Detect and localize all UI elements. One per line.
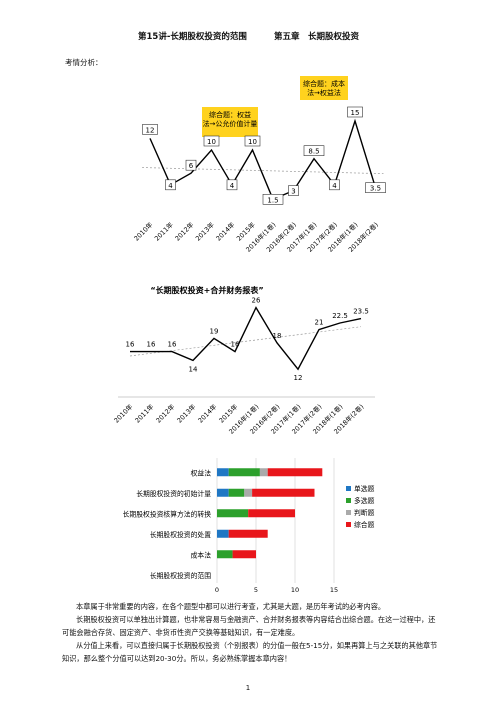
section-label: 考情分析： — [65, 58, 103, 67]
series-line — [130, 306, 362, 371]
legend-label: 单选题 — [354, 484, 375, 493]
data-label-box — [262, 194, 284, 205]
x-tick-label: 2010年 — [132, 220, 155, 243]
page-number: 1 — [245, 684, 251, 692]
data-label: 6 — [189, 162, 194, 170]
x-tick-label: 2014年 — [214, 220, 237, 243]
data-label: 1.5 — [267, 196, 278, 204]
data-label: 16 — [231, 341, 240, 349]
category-label: 长期股权投资的处置 — [150, 530, 211, 539]
callout-box — [202, 107, 258, 137]
category-label: 长期股权投资核算方法的转换 — [123, 509, 212, 518]
data-label: 26 — [252, 297, 261, 305]
data-label: 12 — [146, 126, 155, 134]
data-label: 19 — [210, 327, 219, 335]
data-label: 16 — [168, 341, 177, 349]
data-label: 4 — [230, 182, 235, 190]
score-trend-chart: 综合题：权益法→公允价值计量 综合题：成本法→权益法 12 2010年 4 2011年 6… — [132, 76, 386, 254]
bar-segment — [217, 550, 233, 559]
legend-swatch — [346, 522, 351, 527]
data-label: 16 — [147, 341, 156, 349]
bar-segment — [244, 488, 253, 497]
combined-score-trend-chart: “长期股权投资+合并财务报表” 16 2010年 16 2011年 16 2012年 14 20… — [112, 285, 375, 435]
data-label: 10 — [207, 138, 216, 146]
data-label: 4 — [168, 182, 173, 190]
data-label-box — [142, 124, 158, 135]
data-label-box — [244, 135, 261, 147]
data-label: 10 — [248, 138, 257, 146]
x-tick-label: 2012年 — [173, 220, 196, 243]
data-label-box — [226, 179, 238, 191]
paragraph-1: 本章属于非常重要的内容，在各个题型中都可以进行考查，尤其是大题，是历年考试的必考… — [76, 602, 386, 611]
trendline — [141, 167, 384, 175]
bar-segment — [228, 468, 260, 477]
series-line — [149, 118, 377, 201]
data-label-box — [165, 179, 176, 191]
data-label-box — [185, 159, 197, 171]
callout-box — [300, 76, 348, 100]
paragraph-3: 从分值上来看，可以直接归属于长期股权投资（个别报表）的分值一般在5-15分，如果… — [62, 641, 438, 663]
data-label: 14 — [189, 365, 198, 373]
category-label: 长期股权投资的范围 — [150, 571, 211, 580]
data-label: 23.5 — [353, 308, 369, 316]
data-label: 3.5 — [370, 185, 381, 193]
data-label-box — [347, 106, 363, 118]
legend-swatch — [346, 510, 351, 515]
bar-segment — [217, 529, 229, 538]
x-tick-label: 2011年 — [133, 402, 156, 425]
x-tick-label: 2010年 — [112, 402, 135, 425]
data-label: 21 — [315, 319, 324, 327]
x-tick-label: 2013年 — [193, 220, 216, 243]
bar-segment — [228, 488, 245, 497]
x-tick-label: 5 — [254, 586, 258, 594]
bar-segment — [259, 468, 268, 477]
data-label-box — [288, 185, 299, 196]
bar-segment — [267, 468, 323, 477]
data-label: 8.5 — [308, 148, 319, 156]
legend-label: 综合题 — [354, 520, 375, 529]
data-label-box — [329, 179, 340, 191]
legend-label: 判断题 — [354, 508, 375, 517]
data-label-box — [365, 182, 386, 193]
bar-segment — [217, 488, 229, 497]
chapter-title: 第五章 长期股权投资 — [274, 32, 360, 42]
bar-segment — [217, 509, 249, 518]
x-tick-label: 10 — [291, 586, 299, 594]
callout-text: 综合题：权益法→公允价值计量 — [203, 110, 258, 128]
x-tick-label: 2014年 — [196, 402, 219, 425]
x-tick-label: 2013年 — [175, 402, 198, 425]
legend-label: 多选题 — [354, 496, 375, 505]
bar-segment — [228, 529, 268, 538]
x-tick-label: 2012年 — [154, 402, 177, 425]
x-tick-label: 15 — [330, 586, 338, 594]
lecture-title: 第15讲-长期股权投资的范围 — [138, 32, 247, 42]
topic-breakdown-bar-chart: 0 5 10 15 权益法长期股权投资的初始计量长期股权投资核算方法的转换长期股权投资的… — [123, 458, 375, 594]
data-label-box — [303, 145, 325, 156]
category-label: 权益法 — [191, 468, 212, 477]
bar-segment — [232, 550, 256, 559]
legend-swatch — [346, 498, 351, 503]
data-label: 3 — [291, 188, 295, 196]
data-label-box — [203, 135, 220, 147]
x-tick-label: 0 — [215, 586, 219, 594]
bar-segment — [252, 488, 315, 497]
x-tick-label: 2011年 — [152, 220, 175, 243]
legend-swatch — [346, 486, 351, 491]
data-label: 18 — [273, 332, 282, 340]
trendline — [129, 326, 362, 357]
paragraph-2: 长期股权投资可以单独出计算题，也非常容易与金融资产、合并财务报表等内容结合出综合… — [62, 615, 436, 637]
page-header: 第15讲-长期股权投资的范围 第五章 长期股权投资 — [0, 30, 496, 44]
category-label: 成本法 — [191, 550, 212, 559]
data-label: 22.5 — [332, 312, 348, 320]
data-label: 15 — [351, 109, 360, 117]
callout-text: 综合题：成本法→权益法 — [303, 79, 345, 97]
bar-segment — [217, 468, 229, 477]
chart-title: “长期股权投资+合并财务报表” — [150, 285, 263, 295]
data-label: 4 — [332, 182, 337, 190]
bar-segment — [248, 509, 295, 518]
category-label: 长期股权投资的初始计量 — [136, 489, 211, 498]
data-label: 16 — [126, 341, 135, 349]
data-label: 12 — [294, 374, 303, 382]
